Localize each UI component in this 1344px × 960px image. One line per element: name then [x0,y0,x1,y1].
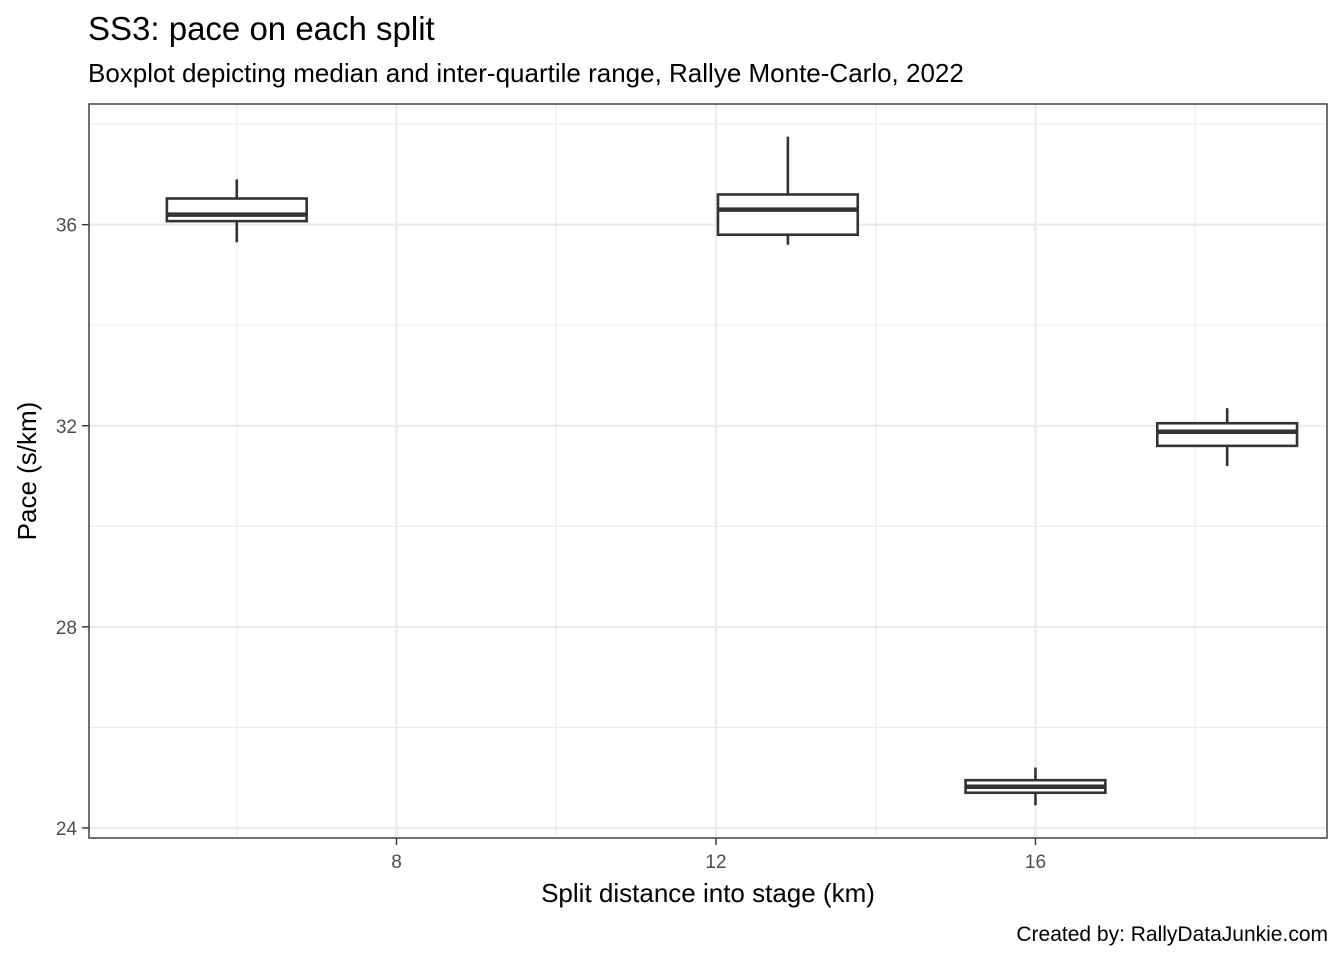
box-4 [1155,408,1299,466]
y-tick-label: 36 [56,216,77,237]
y-axis-title: Pace (s/km) [12,402,42,541]
x-tick-label: 16 [1025,852,1046,873]
chart-subtitle: Boxplot depicting median and inter-quart… [88,58,964,88]
box-2 [716,136,860,245]
iqr-box [165,197,308,223]
iqr-box [1155,421,1299,448]
axis-ticks: 8 12 16 24 28 32 36 [56,216,1046,873]
chart-caption: Created by: RallyDataJunkie.com [1016,923,1328,946]
panel-border [88,103,1328,839]
grid-lines [89,104,1327,838]
x-axis-title: Split distance into stage (km) [541,878,875,908]
box-3 [964,767,1107,806]
x-tick-label: 8 [391,852,402,873]
boxes [165,136,1299,806]
x-tick-label: 12 [705,852,726,873]
iqr-box [716,193,860,237]
y-tick-label: 24 [56,819,78,840]
box-1 [165,179,308,243]
chart-title: SS3: pace on each split [88,10,435,47]
y-tick-label: 32 [56,417,77,438]
y-tick-label: 28 [56,618,77,639]
